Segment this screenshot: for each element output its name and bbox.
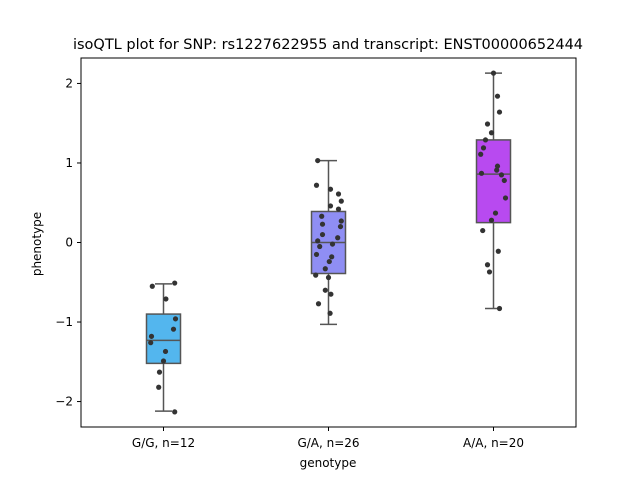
- data-point: [338, 218, 344, 224]
- data-point: [335, 191, 342, 197]
- data-point: [172, 409, 178, 415]
- data-point: [315, 238, 321, 244]
- data-point: [498, 172, 505, 178]
- box-group-3: [475, 70, 512, 312]
- box-group-1: [145, 280, 182, 415]
- data-point: [502, 195, 509, 201]
- data-point: [160, 358, 167, 364]
- data-point: [317, 243, 323, 250]
- data-point: [162, 348, 169, 355]
- data-point: [335, 206, 342, 212]
- data-point: [501, 177, 507, 184]
- data-point: [328, 291, 334, 297]
- data-point: [486, 269, 493, 275]
- y-tick-label: −1: [55, 315, 73, 329]
- data-point: [319, 231, 326, 238]
- data-point: [172, 316, 179, 322]
- data-point: [494, 167, 500, 173]
- data-point: [480, 227, 486, 234]
- data-point: [478, 170, 485, 176]
- data-point: [327, 186, 334, 192]
- x-tick-label: G/G, n=12: [132, 436, 195, 450]
- data-point: [156, 369, 163, 375]
- data-point: [494, 163, 501, 169]
- data-point: [337, 223, 344, 230]
- y-tick-label: 0: [65, 236, 73, 250]
- x-tick-label: A/A, n=20: [463, 436, 524, 450]
- data-point: [319, 221, 326, 227]
- data-point: [313, 182, 320, 188]
- data-point: [329, 254, 335, 260]
- data-point: [313, 251, 320, 258]
- data-point: [170, 326, 177, 332]
- chart-title: isoQTL plot for SNP: rs1227622955 and tr…: [73, 37, 583, 53]
- y-tick-label: −2: [55, 395, 73, 409]
- y-tick-label: 1: [65, 156, 73, 170]
- data-point: [156, 384, 162, 390]
- x-axis-label: genotype: [300, 456, 357, 470]
- data-point: [172, 280, 178, 286]
- data-point: [490, 70, 497, 76]
- data-point: [327, 310, 333, 316]
- data-point: [480, 145, 487, 151]
- y-axis-label: phenotype: [30, 212, 44, 276]
- data-point: [329, 241, 336, 247]
- data-point: [494, 93, 501, 99]
- data-point: [478, 151, 484, 157]
- data-point: [313, 272, 319, 278]
- data-point: [327, 203, 334, 209]
- data-point: [492, 210, 499, 216]
- data-point: [488, 217, 495, 223]
- data-point: [488, 130, 495, 136]
- data-point: [338, 198, 344, 204]
- data-point: [148, 333, 155, 339]
- data-point: [496, 305, 503, 312]
- data-point: [149, 283, 155, 289]
- data-point: [326, 258, 332, 265]
- axes: 2 1 0 −1 −2 G/G, n=12 G/A, n=26 A/A, n=20: [55, 57, 577, 450]
- data-point: [482, 137, 489, 143]
- x-tick-label: G/A, n=26: [297, 436, 359, 450]
- data-point: [496, 109, 503, 115]
- data-point: [148, 340, 154, 346]
- data-point: [484, 262, 491, 268]
- data-point: [484, 121, 491, 127]
- data-point: [315, 301, 322, 307]
- data-point: [335, 235, 341, 241]
- data-point: [322, 287, 328, 293]
- data-point: [495, 248, 501, 254]
- data-point: [319, 213, 325, 219]
- plot-area: [145, 70, 512, 415]
- data-point: [322, 266, 328, 272]
- data-point: [325, 274, 332, 281]
- y-tick-label: 2: [65, 76, 73, 90]
- box-group-2: [310, 157, 347, 326]
- data-point: [315, 157, 321, 164]
- data-point: [163, 296, 169, 302]
